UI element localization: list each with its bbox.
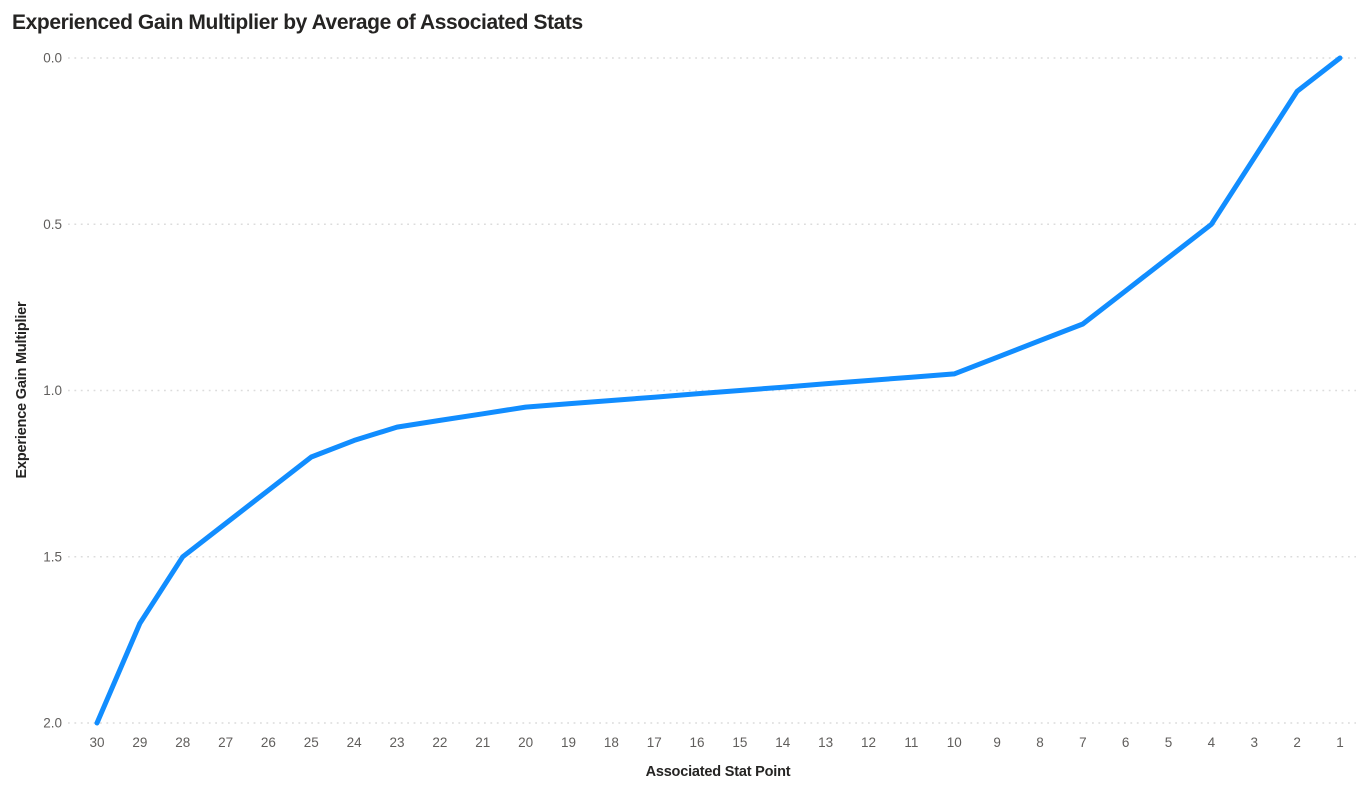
x-tick-label: 28	[175, 735, 190, 750]
x-tick-label: 6	[1122, 735, 1130, 750]
x-tick-label: 27	[218, 735, 233, 750]
x-tick-label: 1	[1336, 735, 1344, 750]
y-axis-tick-labels: 0.0 0.5 1.0 1.5 2.0	[43, 51, 62, 731]
x-tick-label: 21	[475, 735, 490, 750]
x-tick-label: 12	[861, 735, 876, 750]
x-tick-label: 16	[690, 735, 705, 750]
x-tick-label: 5	[1165, 735, 1173, 750]
x-tick-label: 7	[1079, 735, 1087, 750]
y-tick-label: 2.0	[43, 716, 62, 731]
x-tick-label: 19	[561, 735, 576, 750]
x-tick-label: 9	[993, 735, 1001, 750]
y-tick-label: 0.5	[43, 217, 62, 232]
x-tick-label: 8	[1036, 735, 1044, 750]
x-tick-label: 13	[818, 735, 833, 750]
x-tick-label: 15	[732, 735, 747, 750]
x-tick-label: 2	[1293, 735, 1301, 750]
x-tick-label: 25	[304, 735, 319, 750]
x-tick-label: 26	[261, 735, 276, 750]
x-tick-label: 11	[904, 735, 918, 750]
x-axis-tick-labels: 30 29 28 27 26 25 24 23 22 21 20 19 18 17 16 15 14 13 12 11…	[89, 735, 1343, 750]
y-tick-label: 1.0	[43, 383, 62, 398]
x-tick-label: 3	[1251, 735, 1259, 750]
x-tick-label: 22	[432, 735, 447, 750]
x-tick-label: 29	[132, 735, 147, 750]
x-tick-label: 14	[775, 735, 791, 750]
x-tick-label: 4	[1208, 735, 1216, 750]
y-tick-label: 1.5	[43, 549, 62, 564]
x-tick-label: 17	[647, 735, 662, 750]
y-axis-title: Experience Gain Multiplier	[14, 301, 30, 478]
x-tick-label: 30	[89, 735, 104, 750]
x-tick-label: 20	[518, 735, 533, 750]
x-tick-label: 24	[347, 735, 363, 750]
chart-title: Experienced Gain Multiplier by Average o…	[12, 11, 583, 34]
x-tick-label: 10	[947, 735, 962, 750]
x-tick-label: 18	[604, 735, 619, 750]
x-tick-label: 23	[390, 735, 405, 750]
y-tick-label: 0.0	[43, 51, 62, 66]
data-line-series	[94, 55, 1343, 726]
x-axis-title: Associated Stat Point	[646, 764, 791, 780]
